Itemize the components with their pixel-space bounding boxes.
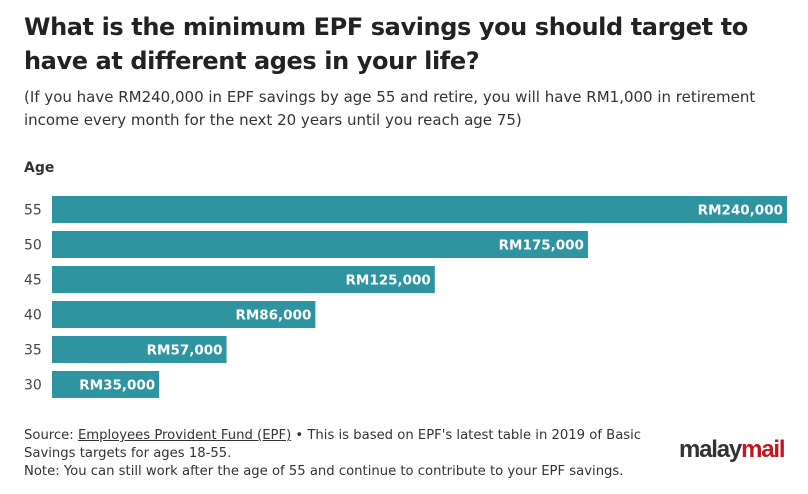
source-line: Source: Employees Provident Fund (EPF) •… xyxy=(24,427,664,463)
logo-part-malay: malay xyxy=(679,436,742,463)
data-label: RM125,000 xyxy=(345,273,430,289)
bar xyxy=(52,231,588,258)
bar xyxy=(52,266,435,293)
source-prefix: Source: xyxy=(24,428,78,443)
bar xyxy=(52,371,160,398)
source-description: • This is based on EPF's latest table in… xyxy=(24,428,642,461)
data-label: RM86,000 xyxy=(235,308,311,324)
data-label: RM240,000 xyxy=(698,203,783,219)
bar xyxy=(52,301,316,328)
bar-chart: 55 RM240,000 50 RM175,000 45 RM125,000 40 RM86,… xyxy=(24,196,787,398)
malaymail-logo: malaymail xyxy=(679,436,786,464)
data-label: RM35,000 xyxy=(79,378,155,394)
data-label: RM175,000 xyxy=(499,238,584,254)
category-label: 45 xyxy=(24,273,42,289)
logo-part-mail: mail xyxy=(741,436,785,463)
category-label: 30 xyxy=(24,378,42,394)
data-label: RM57,000 xyxy=(147,343,223,359)
y-axis-title: Age xyxy=(24,160,55,176)
category-label: 40 xyxy=(24,308,42,324)
category-label: 50 xyxy=(24,238,42,254)
bar xyxy=(52,196,787,223)
chart-subtitle: (If you have RM240,000 in EPF savings by… xyxy=(24,88,756,129)
bar xyxy=(52,336,227,363)
source-link[interactable]: Employees Provident Fund (EPF) xyxy=(77,428,292,443)
category-label: 55 xyxy=(24,203,42,219)
chart-footer: Source: Employees Provident Fund (EPF) •… xyxy=(24,427,664,481)
chart-title: What is the minimum EPF savings you shou… xyxy=(24,13,748,75)
category-label: 35 xyxy=(24,343,42,359)
footer-note: Note: You can still work after the age o… xyxy=(24,464,624,479)
